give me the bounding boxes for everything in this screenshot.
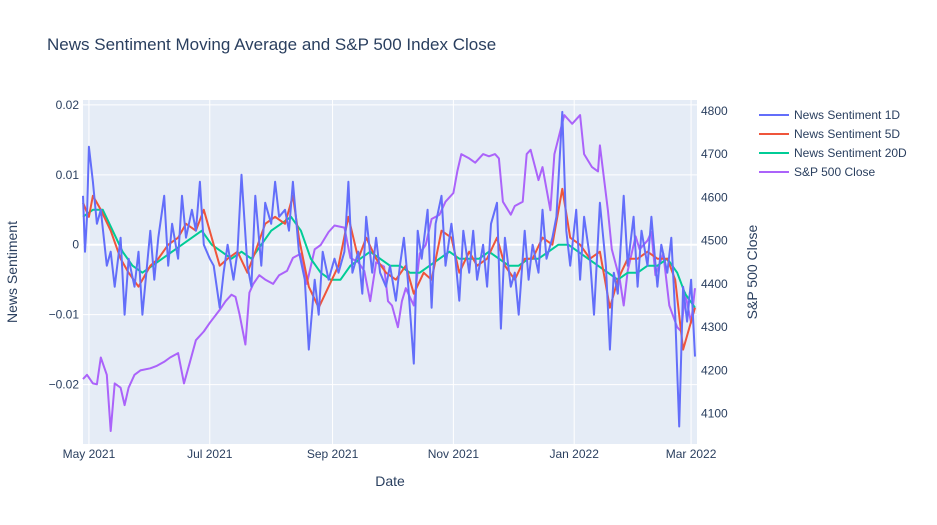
legend: News Sentiment 1D News Sentiment 5D News S… [759,108,907,179]
y2-tick-label: 4200 [701,363,728,377]
ticks-layer: 0.02 0.01 0 −0.01 −0.02 4800 4700 4600 4500 4400 4… [49,98,728,461]
y-tick-label: 0.02 [56,98,80,112]
y2-tick-label: 4800 [701,104,728,118]
y2-tick-label: 4500 [701,234,728,248]
legend-label-s-p-500-close: S&P 500 Close [794,165,875,179]
chart-title: News Sentiment Moving Average and S&P 50… [47,35,496,54]
plot-background [83,100,697,444]
series-line-s-p-500-close [82,114,696,432]
x-tick-label: Jul 2021 [187,447,233,461]
x-tick-label: Jan 2022 [550,447,600,461]
x-axis-title: Date [375,473,405,489]
series-layer [82,110,696,432]
x-tick-label: Sep 2021 [307,447,359,461]
y2-tick-label: 4400 [701,277,728,291]
x-tick-label: May 2021 [63,447,116,461]
y-tick-label: −0.02 [49,378,80,392]
y2-axis-title: S&P 500 Close [744,224,760,319]
y2-tick-label: 4300 [701,320,728,334]
x-tick-label: Nov 2021 [428,447,480,461]
legend-label-news-sentiment-1d: News Sentiment 1D [794,108,900,122]
y-axis-title: News Sentiment [4,221,20,323]
legend-label-news-sentiment-5d: News Sentiment 5D [794,127,900,141]
legend-label-news-sentiment-20d: News Sentiment 20D [794,146,907,160]
y2-tick-label: 4700 [701,147,728,161]
series-line-news-sentiment-1d [82,110,696,428]
y2-tick-label: 4100 [701,407,728,421]
x-tick-label: Mar 2022 [666,447,717,461]
y2-tick-label: 4600 [701,190,728,204]
y-tick-label: 0.01 [56,168,80,182]
y-tick-label: 0 [72,238,79,252]
y-tick-label: −0.01 [49,308,80,322]
